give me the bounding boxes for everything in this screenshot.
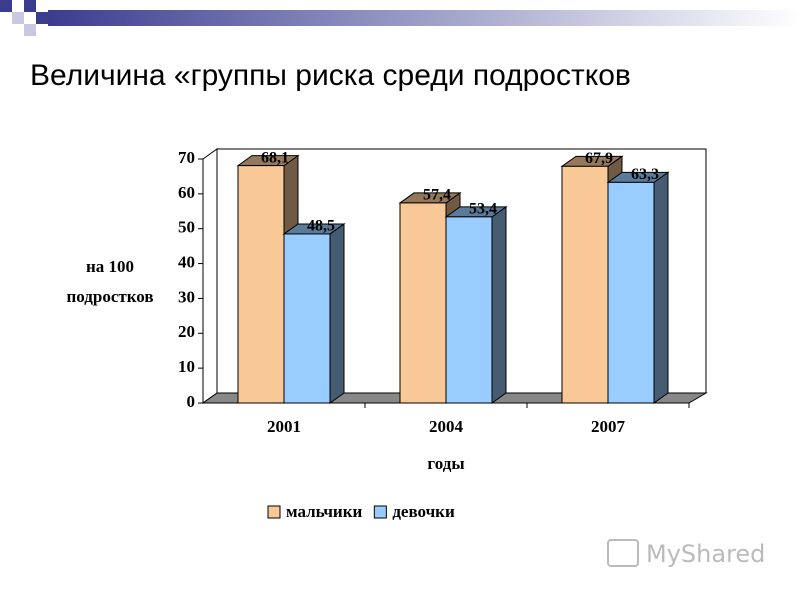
legend-label: мальчики	[286, 502, 363, 521]
y-tick-label: 10	[178, 357, 195, 376]
y-tick-label: 70	[178, 148, 195, 167]
x-axis-label: годы	[427, 454, 464, 473]
legend-swatch	[373, 505, 387, 519]
bar	[283, 233, 331, 404]
corner-decoration	[0, 0, 800, 36]
chart: 0 10 20 30 40 50 60 70 на 100 подростков годы 2001 6…	[66, 148, 708, 521]
side-wall	[202, 148, 218, 404]
y-tick-label: 20	[178, 322, 195, 341]
value-label: 68,1	[261, 149, 289, 166]
x-tick-label: 2004	[429, 417, 464, 436]
bar	[445, 216, 493, 404]
value-label: 57,4	[423, 187, 451, 204]
bar	[607, 181, 655, 404]
y-axis-label: на 100	[86, 257, 134, 276]
watermark: MyShared	[607, 539, 765, 568]
bar-side	[653, 171, 669, 404]
x-tick-label: 2001	[267, 417, 301, 436]
bar-side	[329, 222, 345, 404]
value-label: 63,3	[631, 166, 659, 183]
y-tick-label: 0	[187, 392, 196, 411]
watermark-text: MyShared	[646, 540, 765, 568]
y-tick-label: 60	[178, 183, 195, 202]
title: Величина «группы риска среди подростков	[30, 59, 631, 92]
value-label: 67,9	[585, 150, 613, 167]
y-axis-label: подростков	[66, 287, 153, 306]
bar-side	[491, 205, 507, 404]
value-label: 53,4	[469, 201, 497, 218]
y-tick-label: 30	[178, 287, 195, 306]
y-tick-label: 50	[178, 218, 195, 237]
bar	[399, 202, 447, 404]
x-tick-label: 2007	[591, 417, 626, 436]
legend-swatch	[267, 505, 281, 519]
y-tick-label: 40	[178, 252, 195, 271]
legend-label: девочки	[392, 502, 455, 521]
bar	[561, 165, 609, 404]
value-label: 48,5	[307, 218, 335, 235]
bar	[237, 165, 285, 404]
